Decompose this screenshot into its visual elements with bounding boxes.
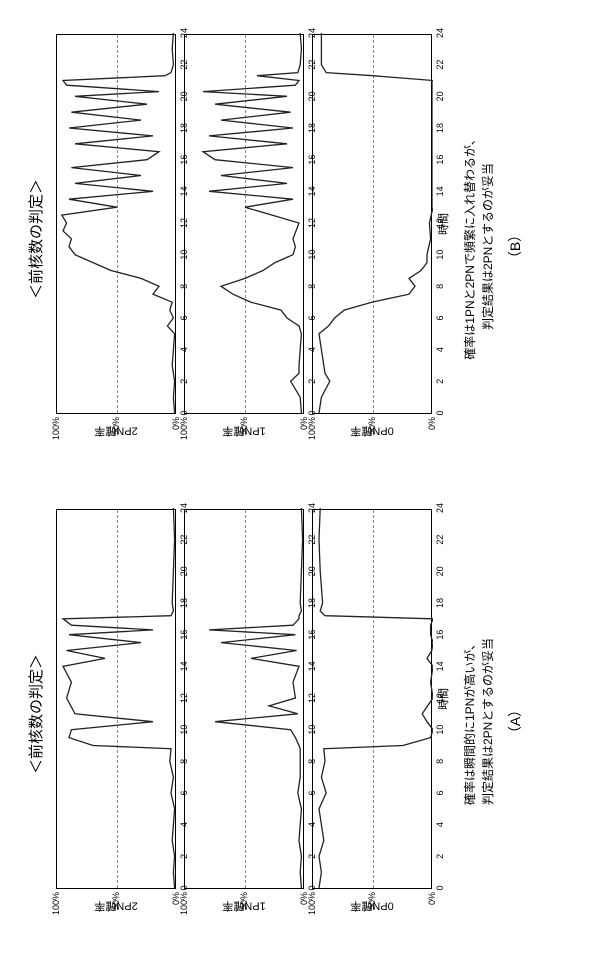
chart-a-2pn: 2PN確率0%50%100%024681012141618202224 bbox=[56, 509, 176, 889]
caption-b-line2: 判定結果は2PNとするのが妥当 bbox=[481, 163, 495, 330]
sublabel-a: （A） bbox=[505, 509, 525, 934]
caption-b: 確率は1PNと2PNで頻繁に入れ替わるが、 判定結果は2PNとするのが妥当 bbox=[461, 34, 497, 459]
panel-a-title: ＜前核数の判定＞ bbox=[25, 494, 46, 934]
caption-a-line2: 判定結果は2PNとするのが妥当 bbox=[481, 638, 495, 805]
caption-a-line1: 確率は瞬間的に1PNが高いが、 bbox=[463, 638, 477, 805]
chart-b-0pn: 0PN確率0%50%100%024681012141618202224 bbox=[312, 34, 432, 414]
panel-b-title: ＜前核数の判定＞ bbox=[25, 19, 46, 459]
caption-a: 確率は瞬間的に1PNが高いが、 判定結果は2PNとするのが妥当 bbox=[461, 509, 497, 934]
caption-b-line1: 確率は1PNと2PNで頻繁に入れ替わるが、 bbox=[463, 133, 477, 359]
chart-a-1pn: 1PN確率0%50%100%024681012141618202224 bbox=[184, 509, 304, 889]
panel-a: ＜前核数の判定＞ 2PN確率0%50%100%02468101214161820… bbox=[25, 494, 525, 934]
panel-b: ＜前核数の判定＞ 2PN確率0%50%100%02468101214161820… bbox=[25, 19, 525, 459]
chart-b-2pn: 2PN確率0%50%100%024681012141618202224 bbox=[56, 34, 176, 414]
sublabel-b: （B） bbox=[505, 34, 525, 459]
chart-b-1pn: 1PN確率0%50%100%024681012141618202224 bbox=[184, 34, 304, 414]
chart-a-0pn: 0PN確率0%50%100%024681012141618202224 bbox=[312, 509, 432, 889]
